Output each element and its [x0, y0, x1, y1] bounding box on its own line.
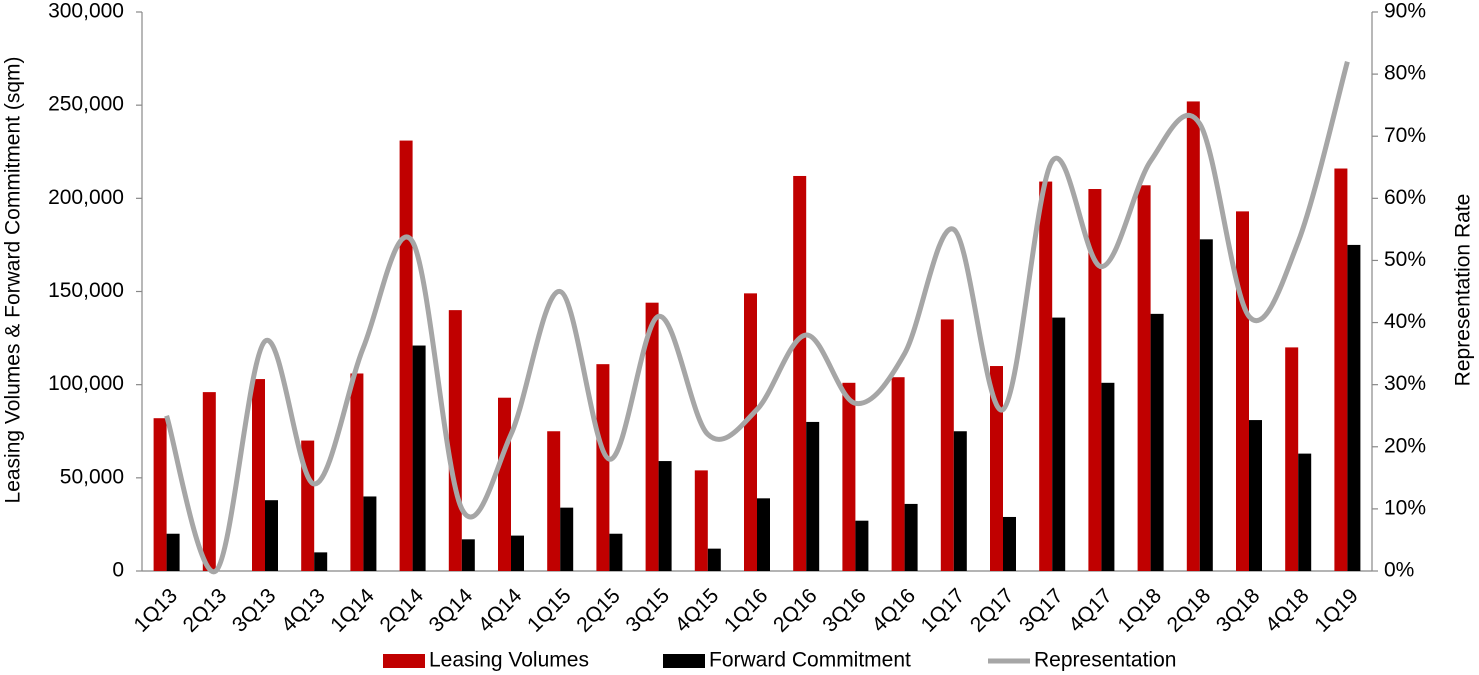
x-tick-label: 4Q16 — [867, 584, 920, 637]
x-tick-label: 3Q17 — [1015, 584, 1068, 637]
y2-tick-label: 60% — [1384, 186, 1426, 209]
bar — [1101, 382, 1115, 571]
bar — [252, 379, 265, 571]
bar — [940, 319, 954, 571]
bar — [547, 431, 561, 571]
bar — [1137, 185, 1151, 572]
y-axis-title: Leasing Volumes & Forward Commitment (sq… — [2, 57, 25, 504]
x-tick-label: 3Q13 — [228, 584, 281, 637]
bar — [596, 364, 610, 571]
bar — [645, 302, 659, 571]
bar — [461, 539, 475, 571]
legend-swatch — [663, 654, 705, 668]
x-tick-label: 1Q16 — [720, 584, 773, 637]
bar — [658, 461, 672, 571]
y2-tick-label: 30% — [1384, 372, 1426, 395]
x-tick-label: 1Q17 — [917, 584, 970, 637]
y-tick-label: 0 — [112, 559, 124, 582]
bar — [1298, 453, 1312, 571]
bar — [202, 392, 216, 571]
legend-swatch — [383, 654, 425, 668]
bar — [498, 397, 511, 571]
bar — [1150, 313, 1164, 571]
x-tick-label: 4Q17 — [1064, 584, 1117, 637]
bar — [1199, 239, 1213, 571]
x-tick-label: 1Q19 — [1310, 584, 1363, 637]
legend-label: Leasing Volumes — [429, 649, 589, 672]
x-tick-label: 4Q13 — [277, 584, 330, 637]
bar — [1003, 516, 1016, 571]
x-tick-label: 3Q14 — [425, 584, 478, 637]
y2-tick-label: 20% — [1384, 434, 1426, 457]
bar — [842, 382, 856, 571]
bar — [1285, 347, 1299, 571]
bar — [694, 470, 708, 571]
bar — [350, 373, 364, 571]
bar — [855, 520, 869, 571]
bar — [744, 293, 757, 571]
legend-label: Forward Commitment — [709, 649, 911, 672]
x-tick-label: 4Q14 — [474, 584, 527, 637]
bar — [793, 175, 807, 571]
x-tick-label: 1Q18 — [1113, 584, 1166, 637]
bar — [511, 535, 524, 571]
y2-tick-label: 70% — [1384, 124, 1426, 147]
bar — [1186, 101, 1200, 571]
y-tick-label: 150,000 — [48, 279, 124, 302]
y-tick-label: 300,000 — [48, 0, 124, 23]
x-tick-label: 2Q13 — [179, 584, 232, 637]
bar — [1249, 420, 1262, 571]
x-tick-label: 1Q15 — [523, 584, 576, 637]
x-tick-label: 2Q14 — [375, 584, 428, 637]
bar — [609, 533, 623, 571]
bar — [1236, 211, 1249, 572]
y2-tick-label: 10% — [1384, 496, 1426, 519]
x-tick-label: 3Q18 — [1212, 584, 1265, 637]
x-tick-label: 1Q13 — [129, 584, 182, 637]
x-tick-label: 2Q16 — [769, 584, 822, 637]
bar — [953, 431, 967, 571]
x-tick-label: 3Q15 — [621, 584, 674, 637]
bar — [891, 377, 905, 571]
bar — [1039, 181, 1053, 571]
bar — [904, 503, 918, 571]
y2-tick-label: 90% — [1384, 0, 1426, 23]
bar — [399, 140, 413, 571]
bar — [1052, 317, 1066, 571]
y2-tick-label: 0% — [1384, 559, 1414, 582]
bar — [806, 421, 820, 571]
y-tick-label: 200,000 — [48, 186, 124, 209]
bar — [1347, 244, 1361, 571]
bar — [166, 533, 180, 571]
x-tick-label: 2Q18 — [1163, 584, 1216, 637]
bar — [314, 552, 328, 571]
y-tick-label: 50,000 — [60, 465, 124, 488]
x-tick-label: 3Q16 — [818, 584, 871, 637]
bar — [757, 498, 770, 571]
y2-tick-label: 80% — [1384, 62, 1426, 85]
y-tick-label: 250,000 — [48, 93, 124, 116]
legend-label: Representation — [1034, 649, 1176, 672]
bar — [707, 548, 721, 571]
y-tick-label: 100,000 — [48, 372, 124, 395]
bar — [1334, 168, 1348, 571]
x-tick-label: 1Q14 — [326, 584, 379, 637]
y2-axis-title: Representation Rate — [1452, 194, 1475, 387]
bar — [1088, 189, 1102, 571]
line — [164, 61, 1350, 574]
x-tick-label: 4Q18 — [1261, 584, 1314, 637]
x-tick-label: 2Q15 — [572, 584, 625, 637]
bar — [153, 418, 167, 571]
x-tick-label: 2Q17 — [966, 584, 1019, 637]
bar — [560, 507, 574, 571]
bar — [448, 310, 462, 571]
x-tick-label: 4Q15 — [671, 584, 724, 637]
bar — [990, 366, 1003, 571]
bar — [363, 496, 377, 571]
y2-tick-label: 40% — [1384, 310, 1426, 333]
y2-tick-label: 50% — [1384, 248, 1426, 271]
bar — [412, 345, 426, 571]
bar — [265, 500, 278, 571]
